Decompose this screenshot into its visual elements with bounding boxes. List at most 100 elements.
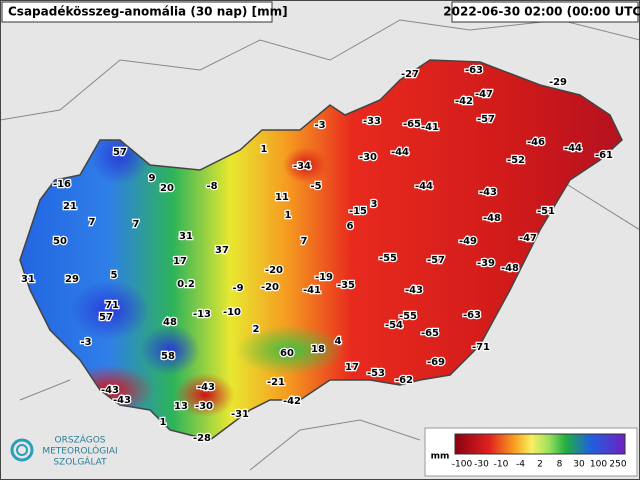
station-value: 58 [161, 351, 175, 362]
station-value: -20 [265, 265, 283, 276]
station-value: -51 [537, 206, 555, 217]
station-value: -33 [363, 116, 381, 127]
station-value: -20 [261, 282, 279, 293]
legend-tick-label: -30 [474, 460, 489, 470]
station-value: -21 [267, 377, 285, 388]
title: Csapadékösszeg-anomália (30 nap) [mm] [8, 5, 288, 19]
station-value: -42 [455, 96, 473, 107]
station-value: -46 [527, 137, 545, 148]
station-value: 3 [371, 199, 378, 210]
station-value: -43 [101, 385, 119, 396]
station-value: -62 [395, 375, 413, 386]
station-value: -63 [463, 310, 481, 321]
station-value: -35 [337, 280, 355, 291]
station-value: 11 [275, 192, 289, 203]
station-value: -44 [415, 181, 433, 192]
time-box [451, 1, 639, 23]
station-value: -9 [232, 283, 243, 294]
station-value: -54 [385, 320, 403, 331]
station-value: -47 [519, 233, 537, 244]
station-value: -57 [477, 114, 495, 125]
station-value: -55 [379, 253, 397, 264]
station-value: 5 [111, 270, 118, 281]
station-value: -65 [403, 119, 421, 130]
station-value: -8 [206, 181, 217, 192]
station-value: -43 [479, 187, 497, 198]
station-value: 50 [53, 236, 67, 247]
logo-line: ORSZÁGOS [55, 434, 106, 446]
legend-tick-label: 8 [557, 460, 563, 470]
station-value: 17 [345, 362, 359, 373]
station-value: 31 [179, 231, 193, 242]
legend-tick-label: 100 [590, 460, 607, 470]
station-value: 48 [163, 317, 177, 328]
station-value: -29 [549, 77, 567, 88]
station-value: 13 [174, 401, 188, 412]
station-value: -27 [401, 69, 419, 80]
station-value: 1 [261, 144, 268, 155]
station-value: -13 [193, 309, 211, 320]
legend-tick-label: -4 [516, 460, 525, 470]
legend-unit: mm [431, 452, 450, 462]
legend-ticks: -100 -30 -10 -4 2 8 30 100 250 [452, 460, 627, 470]
station-value: -39 [477, 258, 495, 269]
station-value: -69 [427, 357, 445, 368]
station-value: -71 [472, 342, 490, 353]
timestamp: 2022-06-30 02:00 (00:00 UTC) [443, 5, 640, 19]
station-value: -49 [459, 236, 477, 247]
logo-line: METEOROLÓGIAI [42, 445, 117, 457]
station-value: 57 [99, 312, 113, 323]
station-value: -44 [564, 143, 582, 154]
station-value: -65 [421, 328, 439, 339]
station-value: 7 [89, 217, 96, 228]
station-value: -44 [391, 147, 409, 158]
station-value: 7 [133, 219, 140, 230]
station-value: 0.2 [177, 279, 195, 290]
station-value: -10 [223, 307, 241, 318]
station-value: 20 [160, 183, 174, 194]
legend-tick-label: 2 [537, 460, 543, 470]
station-value: 57 [113, 147, 127, 158]
station-value: 31 [21, 274, 35, 285]
station-value: 7 [301, 236, 308, 247]
legend-tick-label: 250 [609, 460, 626, 470]
station-value: -57 [427, 255, 445, 266]
station-value: -52 [507, 155, 525, 166]
station-value: 60 [280, 348, 294, 359]
station-value: 71 [105, 300, 119, 311]
station-value: -30 [195, 401, 213, 412]
station-value: 2 [253, 324, 260, 335]
station-value: -53 [367, 368, 385, 379]
title-box [1, 1, 273, 23]
station-value: -15 [349, 206, 367, 217]
station-value: -48 [501, 263, 519, 274]
station-value: -34 [293, 161, 311, 172]
station-value: -31 [231, 409, 249, 420]
color-bar [454, 433, 626, 455]
station-value: -43 [197, 382, 215, 393]
station-value: -5 [310, 181, 321, 192]
legend-tick-label: -10 [494, 460, 509, 470]
legend-tick-label: 30 [573, 460, 585, 470]
station-value: 21 [63, 201, 77, 212]
station-value: -47 [475, 89, 493, 100]
station-value: 18 [311, 344, 325, 355]
station-value: -43 [405, 285, 423, 296]
borders [0, 19, 640, 471]
station-value: -63 [465, 65, 483, 76]
station-value: -30 [359, 152, 377, 163]
station-value: -55 [399, 311, 417, 322]
station-value: -48 [483, 213, 501, 224]
station-value: -3 [80, 337, 91, 348]
station-value: 17 [173, 256, 187, 267]
logo-line: SZOLGÁLAT [53, 456, 107, 468]
logo: ORSZÁGOS METEOROLÓGIAI SZOLGÁLAT [10, 434, 118, 468]
station-value: 37 [215, 245, 229, 256]
station-value: -28 [193, 433, 211, 444]
station-value: -61 [595, 150, 613, 161]
station-value: -43 [113, 395, 131, 406]
station-value: -3 [314, 120, 325, 131]
station-labels: -27 -63-29-47-42-57-33 -65 -41-3-46-44-61-3… [20, 64, 615, 446]
station-value: -16 [53, 179, 71, 190]
